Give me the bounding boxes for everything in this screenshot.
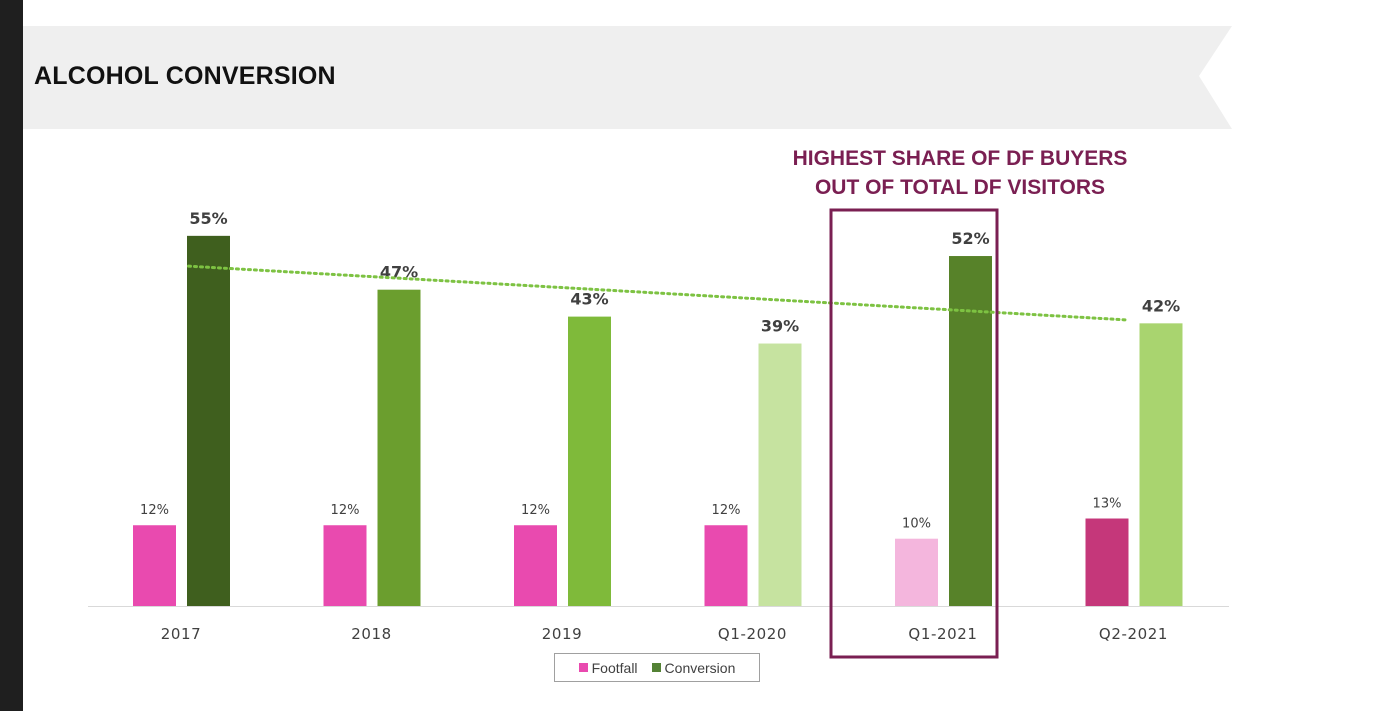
bar-conversion-2017 bbox=[187, 235, 230, 606]
bar-conversion-q1-2021 bbox=[949, 256, 992, 606]
legend-swatch-conversion bbox=[651, 663, 661, 672]
bar-conversion-2019 bbox=[568, 316, 611, 606]
legend-item-footfall: Footfall bbox=[578, 659, 638, 676]
bar-conversion-q2-2021 bbox=[1139, 323, 1183, 606]
data-label-conversion-2017: 55% bbox=[189, 209, 227, 228]
legend-label-footfall: Footfall bbox=[591, 659, 638, 676]
data-label-conversion-q1-2021: 52% bbox=[951, 229, 989, 248]
bar-conversion-2018 bbox=[377, 289, 421, 606]
data-label-conversion-q2-2021: 42% bbox=[1142, 296, 1180, 315]
x-tick-label-q1-2020: Q1-2020 bbox=[718, 625, 787, 643]
x-tick-label-q1-2021: Q1-2021 bbox=[908, 625, 977, 643]
bar-footfall-q1-2020 bbox=[704, 525, 748, 606]
page-title: ALCOHOL CONVERSION bbox=[34, 62, 336, 90]
legend-swatch-footfall bbox=[578, 663, 588, 672]
callout-line-2: OUT OF TOTAL DF VISITORS bbox=[814, 176, 1106, 199]
legend-label-conversion: Conversion bbox=[664, 659, 736, 676]
x-tick-label-2017: 2017 bbox=[161, 625, 202, 643]
chart-legend: Footfall Conversion bbox=[554, 653, 760, 682]
highlight-box-q1-2021 bbox=[829, 208, 999, 659]
x-tick-label-q2-2021: Q2-2021 bbox=[1099, 625, 1168, 643]
data-label-footfall-2019: 12% bbox=[521, 503, 550, 518]
data-label-footfall-2017: 12% bbox=[140, 503, 169, 518]
bar-footfall-q1-2021 bbox=[895, 538, 938, 606]
callout-line-1: HIGHEST SHARE OF DF BUYERS bbox=[792, 147, 1128, 170]
data-label-footfall-q1-2021: 10% bbox=[902, 517, 931, 532]
bar-footfall-q2-2021 bbox=[1085, 518, 1129, 606]
title-banner bbox=[23, 26, 1232, 129]
bar-conversion-q1-2020 bbox=[758, 343, 802, 606]
highlight-callout: HIGHEST SHARE OF DF BUYERS OUT OF TOTAL … bbox=[700, 144, 1220, 202]
data-label-conversion-q1-2020: 39% bbox=[761, 317, 799, 336]
left-edge-strip bbox=[0, 0, 23, 711]
legend-item-conversion: Conversion bbox=[651, 659, 736, 676]
x-tick-label-2018: 2018 bbox=[351, 625, 392, 643]
data-label-footfall-q1-2020: 12% bbox=[712, 503, 741, 518]
conversion-trendline bbox=[187, 264, 1129, 322]
bar-footfall-2017 bbox=[133, 525, 176, 606]
data-label-conversion-2019: 43% bbox=[570, 290, 608, 309]
bar-footfall-2019 bbox=[514, 525, 557, 606]
data-label-footfall-q2-2021: 13% bbox=[1093, 497, 1122, 512]
x-tick-label-2019: 2019 bbox=[542, 625, 583, 643]
data-label-footfall-2018: 12% bbox=[331, 503, 360, 518]
bar-footfall-2018 bbox=[323, 525, 367, 606]
